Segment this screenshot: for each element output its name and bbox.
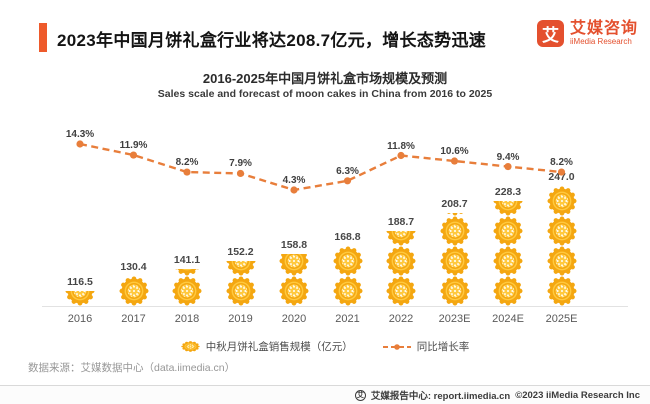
- bar-value-label: 188.7: [387, 216, 415, 228]
- chart-plot-area: 116.5 2016 130.4 2017 141.1 2018 152.2 2019 158.…: [53, 127, 588, 325]
- chart-title: 2016-2025年中国月饼礼盒市场规模及预测: [202, 71, 448, 86]
- footer-bar: 艾 艾媒报告中心: report.iimedia.cn ©2023 iiMedi…: [0, 385, 650, 404]
- bar-value-label: 116.5: [67, 276, 93, 288]
- bar-value-label: 228.3: [494, 186, 522, 198]
- growth-rate-label: 14.3%: [65, 129, 95, 140]
- legend-sales-label: 中秋月饼礼盒销售规模（亿元）: [205, 341, 353, 353]
- x-axis-label: 2019: [228, 313, 253, 325]
- page-title: 2023年中国月饼礼盒行业将达208.7亿元，增长态势迅速: [57, 31, 487, 50]
- bar-value-label: 152.2: [227, 246, 254, 258]
- title-accent-bar: [39, 23, 47, 52]
- logo-name-en: iiMedia Research: [569, 36, 632, 46]
- growth-point-marker: [397, 151, 405, 160]
- iimedia-logo-icon: 艾: [536, 20, 564, 47]
- footer-copyright: ©2023 iiMedia Research Inc: [515, 389, 640, 401]
- dashed-line-icon: [382, 343, 411, 350]
- mooncake-icon: [181, 341, 200, 352]
- legend-growth-label: 同比增长率: [416, 341, 470, 353]
- growth-rate-label: 11.9%: [119, 140, 148, 152]
- bar-value-label: 130.4: [120, 261, 147, 273]
- growth-point-marker: [236, 169, 245, 178]
- growth-line: [76, 140, 566, 194]
- x-axis-label: 2016: [67, 313, 93, 325]
- x-axis-label: 2020: [281, 313, 307, 325]
- x-axis-label: 2023E: [438, 313, 471, 325]
- growth-point-marker: [450, 157, 459, 165]
- bar-value-label: 208.7: [441, 198, 468, 210]
- bar-value-label: 141.1: [173, 253, 201, 266]
- growth-rate-label: 4.3%: [282, 175, 306, 186]
- growth-point-marker: [129, 151, 138, 159]
- growth-point-marker: [183, 168, 191, 176]
- growth-rate-label: 8.2%: [550, 157, 573, 169]
- growth-rate-label: 8.2%: [175, 157, 199, 169]
- bar-value-label: 158.8: [280, 238, 308, 251]
- x-axis-label: 2017: [121, 313, 146, 325]
- growth-point-marker: [343, 177, 352, 185]
- footer-report-center: 艾媒报告中心: report.iimedia.cn: [370, 391, 511, 402]
- growth-point-marker: [290, 186, 298, 194]
- growth-point-marker: [504, 162, 512, 171]
- growth-point-marker: [557, 168, 566, 176]
- growth-rate-label: 9.4%: [496, 151, 520, 163]
- x-axis-label: 2022: [388, 313, 414, 325]
- x-axis-label: 2024E: [492, 313, 524, 325]
- growth-point-marker: [76, 140, 84, 148]
- iimedia-footer-icon: 艾: [354, 389, 366, 401]
- x-axis-label: 2021: [335, 313, 360, 325]
- x-axis-line: [42, 306, 628, 307]
- legend-item-sales: 中秋月饼礼盒销售规模（亿元）: [181, 339, 353, 354]
- x-axis-label: 2025E: [545, 313, 578, 325]
- logo-name-cn: 艾媒咨询: [569, 19, 638, 37]
- growth-rate-label: 6.3%: [336, 165, 359, 177]
- growth-rate-label: 10.6%: [440, 146, 469, 158]
- chart-legend: 中秋月饼礼盒销售规模（亿元） 同比增长率: [0, 339, 650, 354]
- bar-value-label: 168.8: [334, 231, 361, 243]
- growth-rate-label: 11.8%: [387, 140, 415, 152]
- legend-item-growth: 同比增长率: [382, 339, 470, 354]
- x-axis-label: 2018: [174, 313, 200, 325]
- chart-subtitle: Sales scale and forecast of moon cakes i…: [157, 88, 493, 100]
- growth-rate-label: 7.9%: [229, 158, 252, 170]
- data-source-note: 数据来源：艾媒数据中心（data.iimedia.cn）: [28, 362, 236, 374]
- bar-value-label: 247.0: [548, 171, 575, 183]
- iimedia-logo: 艾 艾媒咨询 iiMedia Research: [536, 19, 638, 47]
